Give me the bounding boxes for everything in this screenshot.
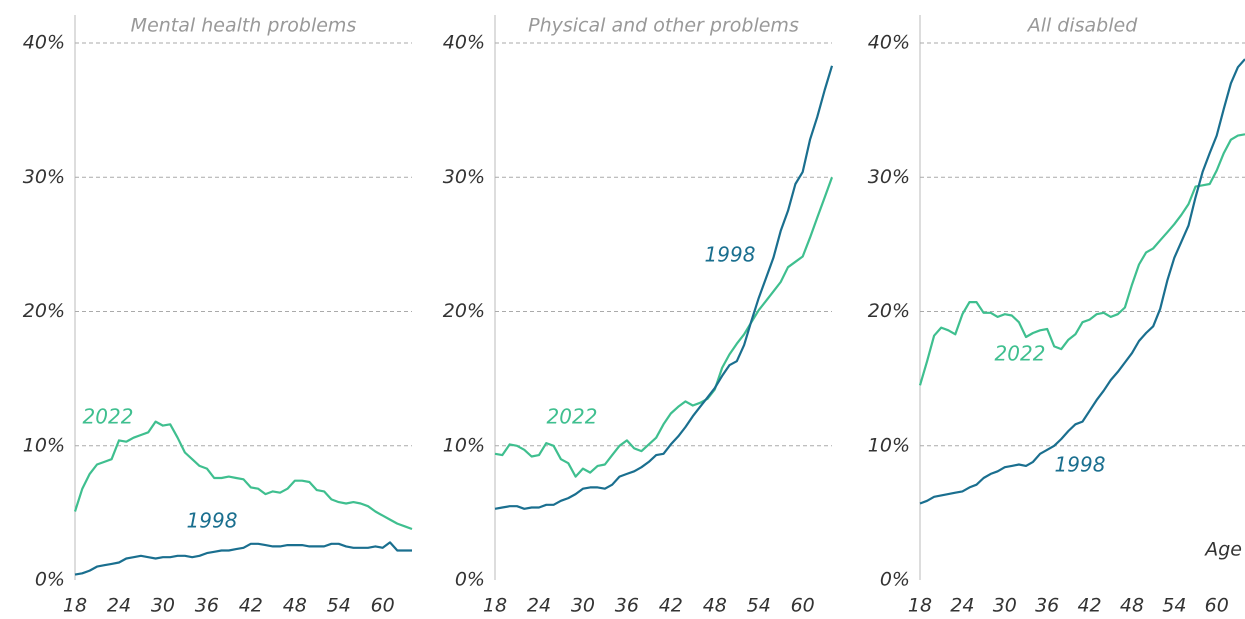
y-tick-label: 0%: [455, 569, 485, 591]
series-line: [494, 65, 834, 510]
x-tick-label: 42: [659, 595, 683, 617]
y-tick-label: 30%: [868, 166, 910, 188]
panel-title: All disabled: [1026, 15, 1139, 37]
series-line: [73, 420, 413, 531]
x-tick-label: 30: [151, 595, 175, 617]
y-tick-label: 30%: [23, 166, 65, 188]
series-line: [919, 58, 1245, 505]
series-line: [494, 176, 834, 478]
x-tick-label: 18: [63, 595, 87, 617]
x-tick-label: 60: [1205, 595, 1229, 617]
y-tick-label: 40%: [443, 32, 485, 54]
y-tick-label: 10%: [23, 434, 65, 456]
series-label: 2022: [547, 405, 598, 429]
series-line: [74, 541, 412, 576]
x-tick-label: 24: [950, 595, 974, 617]
y-tick-label: 20%: [868, 300, 910, 322]
x-tick-label: 48: [283, 595, 307, 617]
x-tick-label: 30: [571, 595, 595, 617]
y-tick-label: 20%: [443, 300, 485, 322]
x-axis-label: Age: [1203, 539, 1242, 561]
series-label: 1998: [187, 509, 238, 533]
x-tick-label: 54: [327, 595, 351, 617]
series-label: 2022: [83, 405, 134, 429]
x-tick-label: 18: [483, 595, 507, 617]
series-label: 1998: [1055, 453, 1106, 477]
y-tick-label: 0%: [35, 569, 65, 591]
x-tick-label: 36: [615, 595, 639, 617]
x-tick-label: 36: [1035, 595, 1059, 617]
y-tick-label: 40%: [23, 32, 65, 54]
x-tick-label: 18: [908, 595, 932, 617]
panel-title: Physical and other problems: [528, 15, 799, 37]
y-tick-label: 10%: [868, 434, 910, 456]
y-tick-label: 20%: [23, 300, 65, 322]
y-tick-label: 30%: [443, 166, 485, 188]
x-tick-label: 24: [107, 595, 131, 617]
x-tick-label: 42: [1077, 595, 1101, 617]
x-tick-label: 48: [1120, 595, 1144, 617]
x-tick-label: 36: [195, 595, 219, 617]
series-line: [918, 133, 1245, 386]
x-tick-label: 30: [993, 595, 1017, 617]
series-label: 2022: [995, 342, 1046, 366]
y-tick-label: 10%: [443, 434, 485, 456]
x-tick-label: 48: [703, 595, 727, 617]
x-tick-label: 42: [239, 595, 263, 617]
x-tick-label: 60: [371, 595, 395, 617]
x-tick-label: 54: [1162, 595, 1186, 617]
series-label: 1998: [705, 243, 756, 267]
y-tick-label: 40%: [868, 32, 910, 54]
x-tick-label: 24: [527, 595, 551, 617]
x-tick-label: 54: [747, 595, 771, 617]
x-tick-label: 60: [791, 595, 815, 617]
y-tick-label: 0%: [880, 569, 910, 591]
panel-title: Mental health problems: [131, 15, 357, 37]
